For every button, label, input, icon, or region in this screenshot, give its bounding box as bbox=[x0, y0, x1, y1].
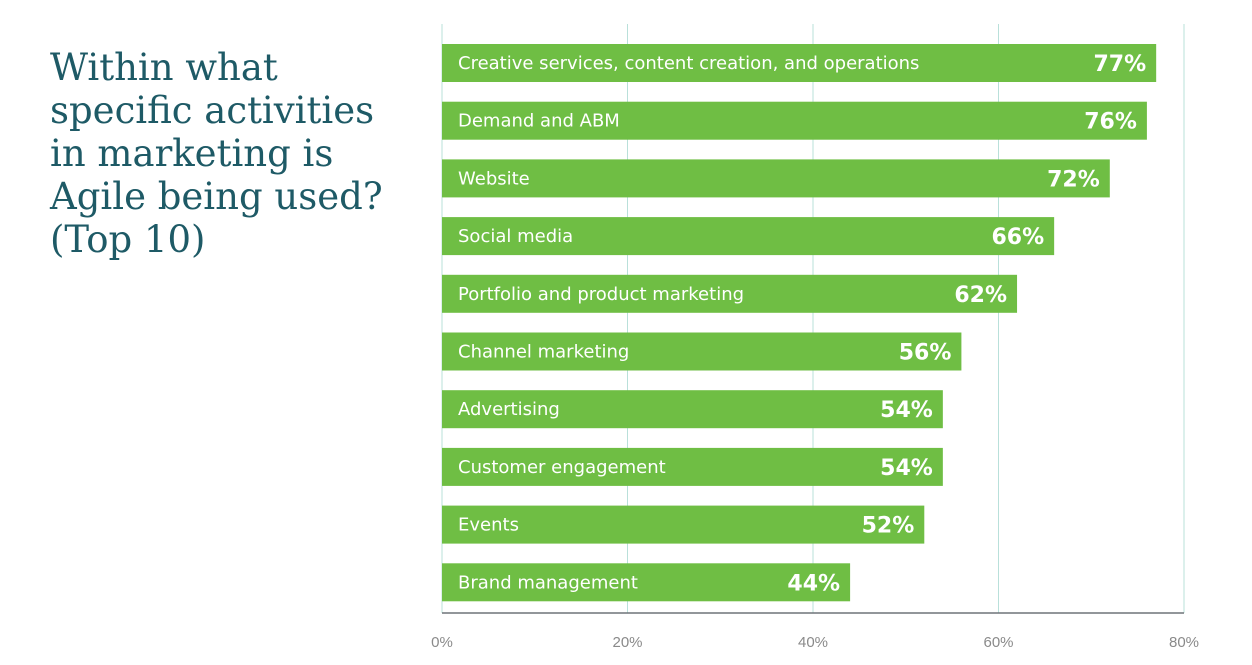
bar-category-label: Brand management bbox=[458, 572, 638, 593]
bar-category-label: Customer engagement bbox=[458, 457, 666, 478]
bar bbox=[442, 563, 851, 602]
bar-value-label: 56% bbox=[899, 341, 952, 366]
bar-value-label: 62% bbox=[954, 283, 1007, 308]
bar-value-label: 52% bbox=[862, 514, 915, 539]
bar bbox=[442, 101, 1147, 140]
bar bbox=[442, 332, 962, 371]
bar-category-label: Social media bbox=[458, 226, 573, 247]
bar bbox=[442, 274, 1018, 313]
bar-category-label: Advertising bbox=[458, 399, 560, 420]
x-tick-label: 80% bbox=[1169, 634, 1199, 651]
bar-category-label: Portfolio and product marketing bbox=[458, 284, 744, 305]
x-axis: 0% 20% 40% 60% 80% bbox=[431, 612, 1199, 651]
bar bbox=[442, 505, 925, 544]
bars: Creative services, content creation, and… bbox=[442, 44, 1157, 602]
x-tick-label: 60% bbox=[983, 634, 1013, 651]
x-tick-label: 0% bbox=[431, 634, 453, 651]
bar-value-label: 44% bbox=[787, 571, 840, 596]
bar-category-label: Creative services, content creation, and… bbox=[458, 53, 919, 74]
x-tick-label: 20% bbox=[612, 634, 642, 651]
bar bbox=[442, 159, 1110, 198]
bar bbox=[442, 447, 943, 486]
bar bbox=[442, 390, 943, 429]
bar-category-label: Channel marketing bbox=[458, 342, 629, 363]
bar-value-label: 54% bbox=[880, 398, 933, 423]
chart-title: Within what specific activities in marke… bbox=[50, 46, 383, 261]
bar-value-label: 72% bbox=[1047, 167, 1100, 192]
x-tick-label: 40% bbox=[798, 634, 828, 651]
bar-value-label: 54% bbox=[880, 456, 933, 481]
bar-category-label: Events bbox=[458, 515, 519, 536]
bar bbox=[442, 44, 1157, 82]
bar-category-label: Website bbox=[458, 168, 530, 189]
bar-value-label: 76% bbox=[1084, 110, 1137, 135]
bar-category-label: Demand and ABM bbox=[458, 111, 620, 132]
bar-value-label: 77% bbox=[1094, 52, 1147, 77]
bar-value-label: 66% bbox=[991, 225, 1044, 250]
bar bbox=[442, 217, 1055, 256]
